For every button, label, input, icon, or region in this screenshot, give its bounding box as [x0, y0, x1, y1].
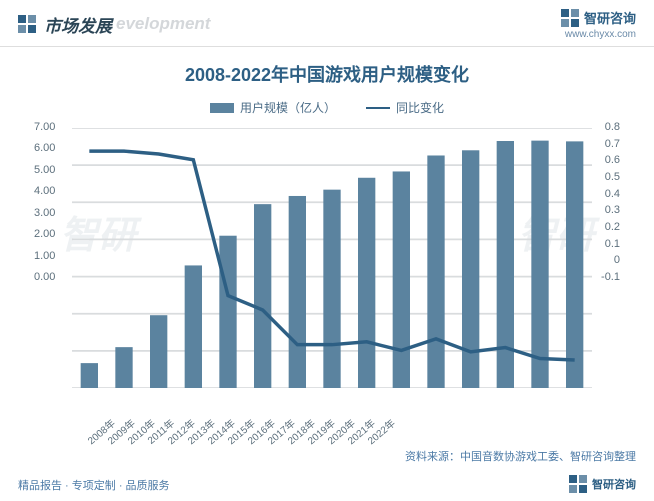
y-left-tick: 2.00 [34, 228, 55, 240]
header-title-shadow: evelopment [116, 14, 210, 34]
source-line: 资料来源：中国音数协游戏工委、智研咨询整理 [0, 448, 636, 464]
footer-right: 智研咨询 [569, 475, 636, 493]
bar [150, 315, 167, 388]
chart-title: 2008-2022年中国游戏用户规模变化 [0, 61, 654, 87]
chart-legend: 用户规模（亿人） 同比变化 [0, 99, 654, 116]
bar [566, 141, 583, 388]
bar [393, 171, 410, 388]
y-right-tick: 0.7 [605, 138, 620, 150]
y-left-tick: 0.00 [34, 271, 55, 283]
footer-left: 精品报告 · 专项定制 · 品质服务 [18, 477, 170, 493]
y-right-tick: 0 [614, 254, 620, 266]
y-right-tick: 0.6 [605, 154, 620, 166]
chart-area: 智研 智研 2008年2009年2010年2011年2012年2013年2014… [30, 124, 624, 444]
brand-name: 智研咨询 [561, 8, 636, 27]
bar [185, 265, 202, 388]
chart-plot [72, 128, 592, 388]
bar [254, 204, 271, 388]
brand-text: 智研咨询 [584, 8, 636, 27]
y-left-tick: 3.00 [34, 207, 55, 219]
brand-squares-icon [561, 9, 579, 27]
y-right-tick: 0.4 [605, 188, 620, 200]
footer-bar: 精品报告 · 专项定制 · 品质服务 智研咨询 [0, 469, 654, 501]
header-title: 市场发展 [44, 12, 112, 37]
y-right-tick: 0.8 [605, 121, 620, 133]
y-left-tick: 1.00 [34, 250, 55, 262]
bar [289, 196, 306, 388]
header-right: 智研咨询 www.chyxx.com [561, 8, 636, 40]
bar [219, 236, 236, 388]
legend-line-swatch [366, 107, 390, 109]
legend-bar-label: 用户规模（亿人） [240, 99, 336, 116]
header-bar: 市场发展 evelopment 智研咨询 www.chyxx.com [0, 0, 654, 47]
legend-bar: 用户规模（亿人） [210, 99, 336, 116]
y-right-tick: -0.1 [601, 271, 620, 283]
bar [323, 190, 340, 388]
x-axis-labels: 2008年2009年2010年2011年2012年2013年2014年2015年… [72, 408, 592, 444]
y-left-tick: 5.00 [34, 164, 55, 176]
y-right-tick: 0.1 [605, 238, 620, 250]
bar [358, 178, 375, 388]
y-right-tick: 0.2 [605, 221, 620, 233]
legend-line-label: 同比变化 [396, 99, 444, 116]
header-left: 市场发展 evelopment [18, 12, 210, 37]
y-left-tick: 7.00 [34, 121, 55, 133]
bar [427, 155, 444, 388]
footer-brand: 智研咨询 [592, 476, 636, 492]
bar [115, 347, 132, 388]
y-left-tick: 4.00 [34, 185, 55, 197]
brand-squares-icon [569, 475, 587, 493]
bar [81, 363, 98, 388]
y-left-tick: 6.00 [34, 142, 55, 154]
bar [531, 141, 548, 388]
legend-line: 同比变化 [366, 99, 444, 116]
brand-site: www.chyxx.com [561, 29, 636, 40]
y-right-tick: 0.3 [605, 204, 620, 216]
y-right-tick: 0.5 [605, 171, 620, 183]
legend-bar-swatch [210, 103, 234, 113]
brand-squares-icon [18, 15, 36, 33]
